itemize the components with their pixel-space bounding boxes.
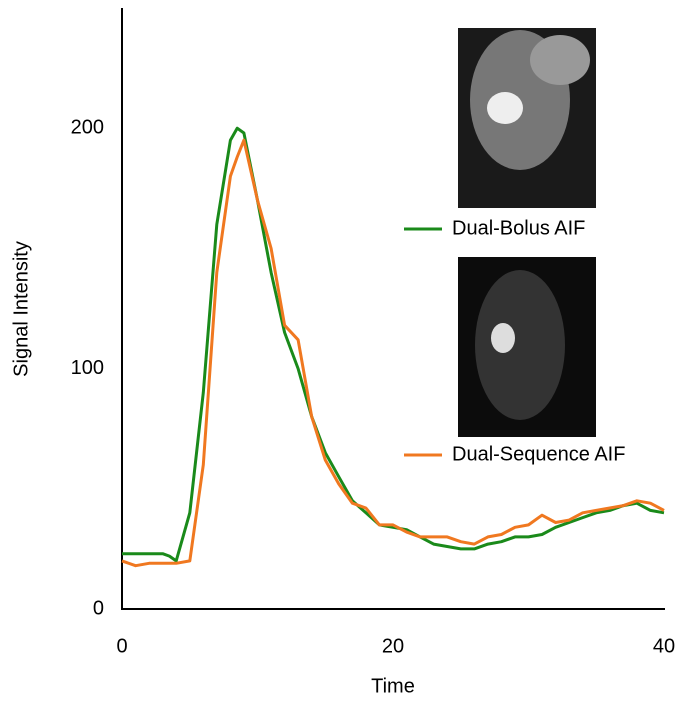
legend-label: Dual-Sequence AIF [452,443,625,465]
y-tick-label: 0 [93,597,104,619]
data-line [121,138,665,568]
x-tick-label: 0 [116,635,127,657]
mri-image-bottom [458,257,596,437]
y-tick-label: 200 [71,116,104,138]
y-axis-label: Signal Intensity [10,241,32,377]
x-tick-label: 40 [653,635,675,657]
x-axis-label: Time [371,675,415,697]
x-tick-label: 20 [382,635,404,657]
legend-label: Dual-Bolus AIF [452,217,585,239]
y-tick-label: 100 [71,357,104,379]
mri-image-top [458,28,596,208]
